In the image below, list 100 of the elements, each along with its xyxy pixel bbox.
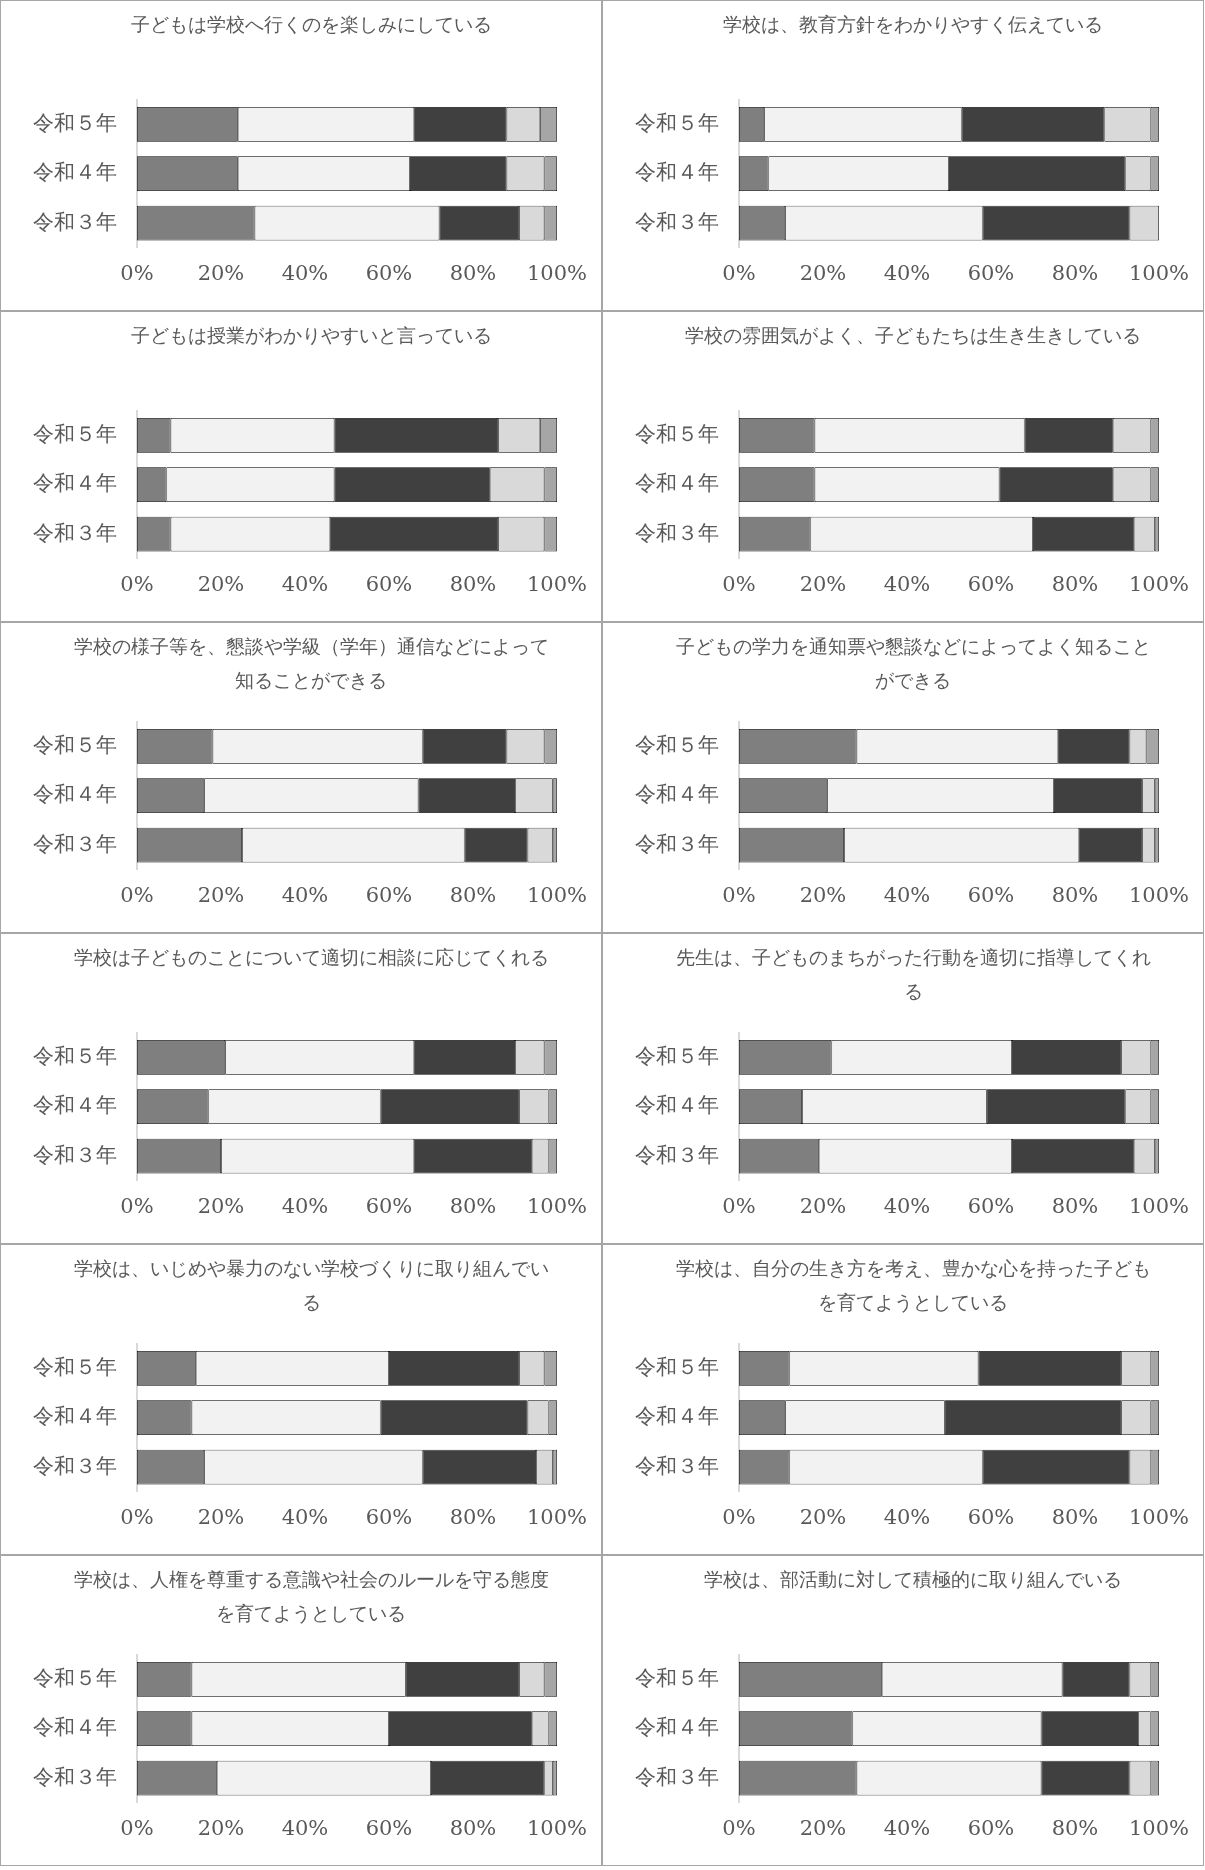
y-tick-label: 令和４年 xyxy=(635,160,719,185)
x-tick-label: 40% xyxy=(281,1504,329,1529)
x-tick-label: 0% xyxy=(722,1193,756,1218)
y-tick-label: 令和３年 xyxy=(635,520,719,545)
x-tick-label: 20% xyxy=(197,571,245,596)
chart-title: 学校は、教育方針をわかりやすく伝えている xyxy=(722,12,1104,37)
x-tick-label: 20% xyxy=(799,1504,847,1529)
x-tick-label: 40% xyxy=(883,1193,931,1218)
x-tick-label: 40% xyxy=(281,882,329,907)
y-tick-label: 令和４年 xyxy=(33,1404,117,1429)
chart-title: 子どもの学力を通知票や懇談などによってよく知ることができる xyxy=(674,634,1152,693)
x-tick-label: 0% xyxy=(722,1815,756,1840)
x-tick-label: 0% xyxy=(120,260,154,285)
x-tick-label: 60% xyxy=(365,1815,413,1840)
chart-title: 学校は子どものことについて適切に相談に応じてくれる xyxy=(72,945,550,970)
x-tick-label: 60% xyxy=(967,260,1015,285)
chart-title: 学校の雰囲気がよく、子どもたちは生き生きしている xyxy=(684,323,1142,348)
y-tick-label: 令和４年 xyxy=(33,1093,117,1118)
x-tick-label: 100% xyxy=(526,571,588,596)
x-tick-label: 80% xyxy=(449,1504,497,1529)
x-tick-label: 20% xyxy=(799,882,847,907)
x-tick-label: 80% xyxy=(1051,882,1099,907)
x-tick-label: 20% xyxy=(799,1193,847,1218)
y-tick-label: 令和３年 xyxy=(635,1764,719,1789)
y-tick-label: 令和４年 xyxy=(635,1715,719,1740)
x-tick-label: 60% xyxy=(967,571,1015,596)
y-tick-label: 令和５年 xyxy=(33,110,117,135)
y-tick-label: 令和３年 xyxy=(635,1453,719,1478)
x-tick-label: 60% xyxy=(967,882,1015,907)
x-tick-label: 60% xyxy=(365,1193,413,1218)
chart-title: 学校の様子等を、懇談や学級（学年）通信などによって知ることができる xyxy=(72,634,550,693)
y-tick-label: 令和４年 xyxy=(33,1715,117,1740)
y-tick-label: 令和５年 xyxy=(33,1665,117,1690)
x-tick-label: 100% xyxy=(526,1815,588,1840)
x-tick-label: 100% xyxy=(1128,571,1190,596)
x-tick-label: 40% xyxy=(281,1193,329,1218)
x-tick-label: 40% xyxy=(281,571,329,596)
y-tick-label: 令和５年 xyxy=(635,110,719,135)
x-tick-label: 80% xyxy=(449,1815,497,1840)
y-tick-label: 令和４年 xyxy=(635,1404,719,1429)
x-tick-label: 60% xyxy=(967,1815,1015,1840)
chart-title: 子どもは学校へ行くのを楽しみにしている xyxy=(129,12,493,37)
x-tick-label: 100% xyxy=(1128,1193,1190,1218)
x-tick-label: 0% xyxy=(120,1815,154,1840)
x-tick-label: 80% xyxy=(1051,1193,1099,1218)
x-tick-label: 20% xyxy=(799,1815,847,1840)
x-tick-label: 40% xyxy=(883,260,931,285)
y-tick-label: 令和５年 xyxy=(635,1665,719,1690)
y-tick-label: 令和３年 xyxy=(33,831,117,856)
y-tick-label: 令和５年 xyxy=(635,1043,719,1068)
y-tick-label: 令和３年 xyxy=(635,209,719,234)
x-tick-label: 60% xyxy=(967,1504,1015,1529)
x-tick-label: 20% xyxy=(197,1193,245,1218)
x-tick-label: 0% xyxy=(120,1504,154,1529)
x-tick-label: 0% xyxy=(722,260,756,285)
x-tick-label: 100% xyxy=(1128,1504,1190,1529)
chart-title: 先生は、子どものまちがった行動を適切に指導してくれる xyxy=(674,945,1152,1004)
x-tick-label: 100% xyxy=(1128,882,1190,907)
y-tick-label: 令和５年 xyxy=(635,732,719,757)
y-tick-label: 令和５年 xyxy=(33,1354,117,1379)
x-tick-label: 60% xyxy=(365,571,413,596)
x-tick-label: 20% xyxy=(197,882,245,907)
x-tick-label: 60% xyxy=(365,1504,413,1529)
y-tick-label: 令和３年 xyxy=(33,1764,117,1789)
y-tick-label: 令和４年 xyxy=(635,471,719,496)
x-tick-label: 80% xyxy=(1051,571,1099,596)
x-tick-label: 40% xyxy=(883,1504,931,1529)
y-tick-label: 令和３年 xyxy=(635,831,719,856)
x-tick-label: 80% xyxy=(1051,1504,1099,1529)
x-tick-label: 100% xyxy=(526,1193,588,1218)
x-tick-label: 40% xyxy=(883,571,931,596)
x-tick-label: 100% xyxy=(526,882,588,907)
x-tick-label: 0% xyxy=(722,571,756,596)
x-tick-label: 0% xyxy=(120,1193,154,1218)
x-tick-label: 40% xyxy=(883,1815,931,1840)
x-tick-label: 20% xyxy=(197,260,245,285)
x-tick-label: 80% xyxy=(1051,1815,1099,1840)
x-tick-label: 60% xyxy=(365,882,413,907)
y-tick-label: 令和５年 xyxy=(33,732,117,757)
x-tick-label: 80% xyxy=(449,1193,497,1218)
x-tick-label: 80% xyxy=(449,882,497,907)
y-tick-label: 令和３年 xyxy=(33,209,117,234)
x-tick-label: 80% xyxy=(449,260,497,285)
x-tick-label: 100% xyxy=(1128,260,1190,285)
y-tick-label: 令和５年 xyxy=(635,421,719,446)
x-tick-label: 0% xyxy=(722,882,756,907)
chart-title: 学校は、部活動に対して積極的に取り組んでいる xyxy=(703,1567,1123,1592)
y-tick-label: 令和４年 xyxy=(635,782,719,807)
y-tick-label: 令和５年 xyxy=(33,421,117,446)
chart-title: 学校は、いじめや暴力のない学校づくりに取り組んでいる xyxy=(72,1256,550,1315)
x-tick-label: 100% xyxy=(1128,1815,1190,1840)
y-tick-label: 令和３年 xyxy=(33,1142,117,1167)
x-tick-label: 60% xyxy=(967,1193,1015,1218)
y-tick-label: 令和５年 xyxy=(33,1043,117,1068)
x-tick-label: 40% xyxy=(883,882,931,907)
y-tick-label: 令和４年 xyxy=(635,1093,719,1118)
y-tick-label: 令和４年 xyxy=(33,782,117,807)
y-tick-label: 令和３年 xyxy=(635,1142,719,1167)
x-tick-label: 20% xyxy=(799,260,847,285)
y-tick-label: 令和４年 xyxy=(33,160,117,185)
